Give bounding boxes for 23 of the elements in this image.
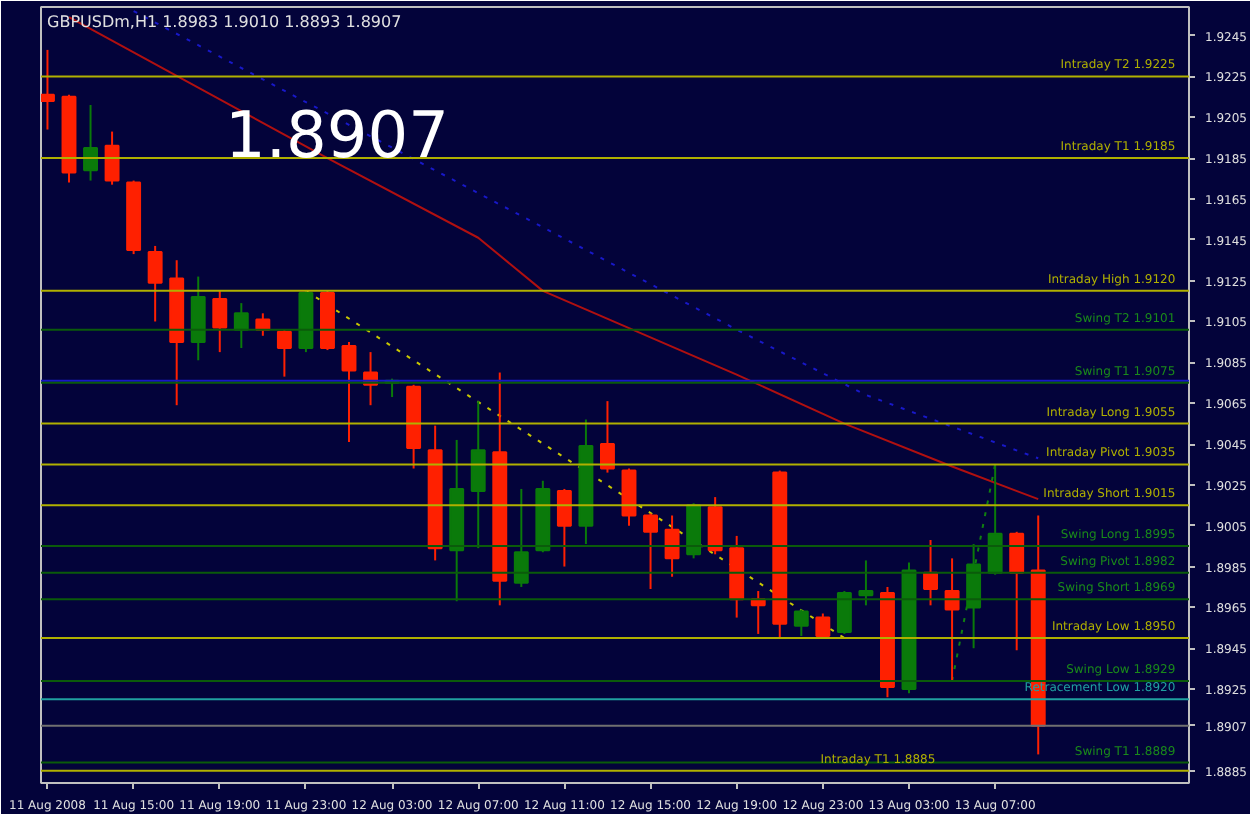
candlestick (104, 130, 120, 186)
candlestick (233, 302, 249, 350)
candlestick (600, 400, 615, 474)
candlestick (1009, 530, 1025, 652)
candlestick (190, 275, 206, 362)
candlestick (276, 328, 292, 378)
candlestick (664, 514, 680, 578)
candlestick (836, 590, 852, 635)
candlestick (793, 608, 809, 637)
candlestick (707, 496, 723, 556)
candlestick (643, 512, 658, 590)
candlestick (513, 487, 529, 588)
candlestick (556, 487, 572, 568)
candlestick (815, 612, 831, 640)
candlestick (212, 289, 228, 354)
candlestick (41, 48, 55, 131)
candlestick (147, 244, 163, 323)
candlestick (966, 543, 982, 650)
candlestick (83, 104, 98, 182)
candlestick (255, 312, 271, 337)
candlestick (470, 400, 486, 550)
candlestick (858, 559, 874, 607)
candlestick (341, 340, 357, 443)
